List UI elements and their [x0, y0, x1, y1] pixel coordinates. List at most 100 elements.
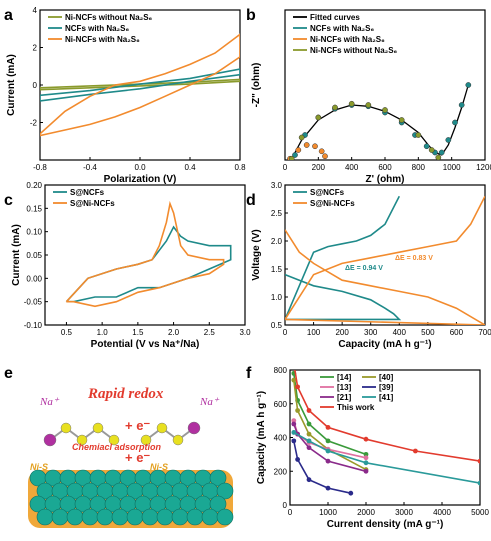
y-tick-label: 2.0: [271, 237, 283, 246]
ni-atom: [141, 508, 159, 526]
x-tick-label: 1.5: [132, 328, 144, 337]
data-point: [306, 445, 312, 451]
na-atom: [187, 421, 201, 435]
data-point: [295, 457, 300, 462]
data-point: [423, 143, 430, 150]
x-tick-label: 500: [421, 328, 435, 337]
x-tick-label: -0.8: [33, 163, 47, 172]
data-point: [413, 448, 418, 454]
y-tick-label: 0.20: [26, 181, 42, 190]
legend-label: Ni-NCFs with Na₂S₆: [310, 35, 385, 44]
y-tick-label: -0.05: [24, 298, 43, 307]
series-line: [291, 84, 469, 160]
y-tick-label: 1.5: [271, 265, 283, 274]
s-atom: [172, 434, 184, 446]
plus-e-top: + e⁻: [125, 418, 150, 433]
panel-e-illustration: Rapid redox + e⁻ + e⁻ Chemiacl adsorptio…: [28, 386, 234, 528]
legend-label: NCFs with Na₂S₆: [65, 24, 129, 33]
legend-label: [40]: [379, 373, 394, 382]
data-point: [445, 137, 452, 143]
data-point: [291, 361, 296, 366]
panel-label-b: b: [246, 7, 256, 24]
na-left: Na⁺: [39, 396, 60, 408]
data-point: [428, 147, 435, 153]
ni-atom: [209, 469, 227, 487]
data-point: [306, 408, 312, 413]
ni-atom: [81, 508, 99, 526]
legend-label: S@Ni-NCFs: [70, 199, 115, 208]
legend-label: Ni-NCFs without Na₂S₆: [310, 46, 398, 55]
series-line: [65, 200, 225, 308]
y-axis-label: Current (mA): [6, 54, 17, 116]
data-point: [295, 408, 300, 413]
data-point: [295, 384, 300, 390]
data-point: [363, 460, 369, 466]
plot-area: [40, 33, 240, 137]
x-tick-label: -0.4: [83, 163, 97, 172]
s-atom: [108, 434, 120, 446]
data-point: [325, 424, 331, 430]
data-point: [315, 114, 322, 121]
data-point: [303, 142, 310, 148]
ni-atom: [186, 508, 204, 526]
legend-label: This work: [337, 403, 375, 412]
chart-f: 0 1000 2000 3000 4000 5000 0 200 400 600 800 Curren…: [256, 361, 489, 530]
data-point: [306, 431, 312, 437]
data-point: [291, 438, 297, 444]
plot-area: [285, 195, 485, 325]
legend-label: Ni-NCFs with Na₂S₆: [65, 35, 140, 44]
ni-cluster: [28, 469, 234, 528]
x-tick-label: 400: [345, 163, 359, 172]
ni-atom: [209, 495, 227, 513]
data-point: [477, 480, 480, 486]
series-line: [285, 195, 402, 321]
data-point: [348, 100, 355, 107]
ni-s-left: Ni-S: [30, 462, 48, 472]
y-tick-label: 0.05: [26, 251, 42, 260]
data-point: [322, 153, 328, 160]
data-point: [382, 107, 388, 113]
legend-label: Ni-NCFs without Na₂S₆: [65, 13, 153, 22]
panel-label-c: c: [4, 192, 13, 209]
x-tick-label: 300: [364, 328, 378, 337]
x-tick-label: 0.5: [61, 328, 73, 337]
data-point: [325, 448, 331, 454]
y-tick-label: 3.0: [271, 181, 283, 190]
x-tick-label: 0: [283, 163, 288, 172]
ni-atom: [156, 508, 174, 526]
x-tick-label: 800: [412, 163, 426, 172]
ni-atom: [66, 508, 84, 526]
legend-label: NCFs with Na₂S₆: [310, 24, 374, 33]
y-tick-label: 1.0: [271, 293, 283, 302]
data-point: [325, 485, 331, 491]
legend-label: S@NCFs: [70, 188, 105, 197]
s-atom: [76, 434, 88, 446]
data-point: [363, 468, 369, 474]
data-point: [435, 154, 442, 160]
x-axis-label: Potential (V vs Na⁺/Na): [91, 339, 200, 350]
x-axis-label: Polarization (V): [104, 174, 177, 185]
data-point: [365, 102, 372, 108]
data-point: [415, 132, 422, 138]
data-point: [306, 421, 312, 427]
data-point: [295, 147, 302, 153]
y-tick-label: 4: [33, 6, 38, 15]
na-right: Na⁺: [199, 396, 220, 408]
data-point: [438, 149, 445, 156]
data-point: [363, 436, 369, 442]
legend-label: [41]: [379, 393, 394, 402]
plot-frame: [284, 184, 486, 326]
y-tick-label: 800: [274, 366, 288, 375]
plus-e-bottom: + e⁻: [125, 450, 150, 465]
x-tick-label: 3.0: [239, 328, 251, 337]
x-tick-label: 700: [478, 328, 491, 337]
x-tick-label: 0.8: [234, 163, 246, 172]
rapid-redox-title: Rapid redox: [87, 386, 164, 402]
y-tick-label: 0.15: [26, 204, 42, 213]
series-line: [285, 195, 485, 325]
chart-d: 0 100 200 300 400 500 600 700 0.5 1.0 1.5 2.0 2.5 3.0…: [251, 181, 491, 350]
ni-atom: [111, 508, 129, 526]
x-tick-label: 1.0: [97, 328, 109, 337]
y-tick-label: 0: [33, 81, 38, 90]
data-point: [318, 148, 325, 155]
